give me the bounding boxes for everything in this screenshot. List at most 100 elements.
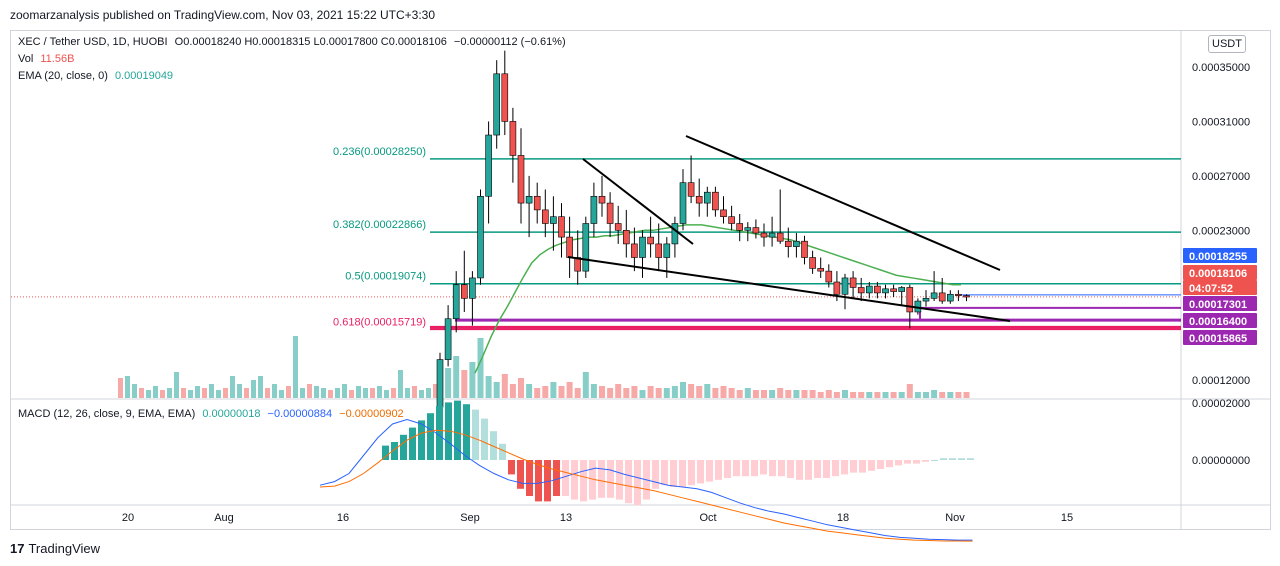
- macd-histogram-bar: [679, 460, 686, 487]
- volume-bar: [445, 368, 452, 398]
- volume-bar: [300, 388, 305, 398]
- volume-bar: [566, 382, 573, 398]
- volume-bar: [615, 384, 622, 398]
- volume-bar: [244, 388, 249, 398]
- tradingview-logo-icon: 17: [10, 541, 25, 556]
- macd-histogram-bar: [706, 460, 713, 482]
- ema-value: 0.00019049: [114, 70, 174, 82]
- volume-bar: [405, 388, 410, 398]
- volume-bar: [139, 388, 144, 398]
- volume-bar: [125, 376, 130, 398]
- ema-legend: EMA (20, close, 0) 0.00019049: [18, 70, 177, 82]
- candle-body: [687, 182, 695, 197]
- candle-body: [550, 216, 557, 224]
- candle-body: [882, 288, 889, 294]
- macd-histogram-bar: [625, 460, 632, 504]
- candle-body: [622, 230, 630, 245]
- volume-bar: [153, 386, 158, 398]
- candle-body: [655, 243, 663, 258]
- price-badge: [1183, 296, 1257, 311]
- macd-histogram-bar: [634, 460, 641, 505]
- macd-histogram-bar: [535, 460, 542, 502]
- volume-bar: [623, 388, 630, 398]
- macd-histogram-bar: [400, 434, 407, 460]
- volume-bar: [398, 370, 403, 398]
- candle-body: [647, 236, 654, 245]
- candle-body: [963, 295, 970, 298]
- volume-bar: [631, 386, 638, 398]
- candle-body: [444, 318, 452, 360]
- macd-histogram-bar: [598, 460, 605, 498]
- candle-body: [784, 240, 792, 247]
- volume-bar: [906, 384, 913, 398]
- volume-bar: [321, 388, 326, 398]
- volume-bar: [349, 390, 354, 398]
- candle-body: [833, 281, 841, 295]
- volume-bar: [342, 384, 347, 398]
- volume-bar: [526, 384, 533, 398]
- price-badge: [1183, 330, 1257, 345]
- symbol-name[interactable]: XEC / Tether USD, 1D, HUOBI: [18, 36, 168, 48]
- macd-label: MACD (12, 26, close, 9, EMA, EMA): [18, 408, 196, 420]
- volume-bar: [874, 392, 881, 398]
- macd-histogram-bar: [868, 460, 875, 471]
- volume-bar: [777, 388, 784, 398]
- candle-body: [598, 195, 606, 204]
- volume-bar: [433, 384, 438, 398]
- fib-level-label: 0.5(0.00019074): [345, 271, 426, 283]
- candle-body: [890, 288, 897, 292]
- candle-body: [712, 191, 719, 211]
- candle-body: [639, 236, 646, 258]
- ema-line: [474, 224, 961, 374]
- footer[interactable]: 17 TradingView: [10, 541, 100, 556]
- volume-bar: [607, 388, 614, 398]
- macd-histogram-bar: [463, 404, 470, 460]
- macd-histogram-bar: [823, 460, 830, 478]
- macd-histogram-bar: [490, 431, 497, 460]
- price-badge: [1183, 313, 1257, 328]
- candle-body: [938, 292, 946, 302]
- macd-line: [319, 418, 973, 541]
- volume-bar: [202, 388, 207, 398]
- footer-brand: TradingView: [28, 541, 101, 556]
- currency-button[interactable]: USDT: [1208, 35, 1246, 53]
- volume-bar: [712, 388, 719, 398]
- volume-bar: [842, 390, 848, 398]
- chart-frame[interactable]: [10, 30, 1271, 530]
- volume-bar: [363, 388, 368, 398]
- volume-bar: [272, 384, 277, 398]
- price-badge-text: 0.00018255: [1189, 251, 1247, 263]
- volume-bar: [931, 390, 938, 398]
- candle-body: [566, 236, 573, 258]
- candle-body: [558, 216, 565, 238]
- macd-histogram-bar: [931, 460, 938, 461]
- candle-body: [930, 292, 938, 299]
- volume-bar: [195, 386, 200, 398]
- volume-bar: [314, 386, 319, 398]
- candle-body: [606, 202, 614, 224]
- macd-histogram-bar: [895, 460, 902, 466]
- candle-body: [671, 223, 679, 245]
- macd-histogram-bar: [580, 460, 587, 502]
- volume-bar: [356, 386, 361, 398]
- macd-histogram-bar: [607, 460, 614, 498]
- macd-histogram-bar: [562, 460, 569, 496]
- macd-histogram-bar: [616, 460, 623, 500]
- publisher-line: zoomarzanalysis published on TradingView…: [10, 8, 436, 22]
- volume-bar: [955, 392, 962, 398]
- volume-bar: [882, 392, 889, 398]
- volume-bar: [639, 390, 646, 398]
- volume-bar: [419, 390, 424, 398]
- volume-bar: [680, 382, 686, 398]
- price-tick-label: 0.00027000: [1192, 171, 1250, 183]
- volume-bar: [181, 388, 186, 398]
- macd-histogram-bar: [796, 460, 803, 480]
- candle-body: [817, 268, 825, 272]
- trend-line: [582, 158, 694, 245]
- volume-bar: [825, 390, 832, 398]
- candle-body: [898, 287, 906, 292]
- trend-lines: [567, 135, 1011, 322]
- macd-histogram-bar: [553, 460, 560, 496]
- price-badge-text: 0.00017301: [1189, 299, 1247, 311]
